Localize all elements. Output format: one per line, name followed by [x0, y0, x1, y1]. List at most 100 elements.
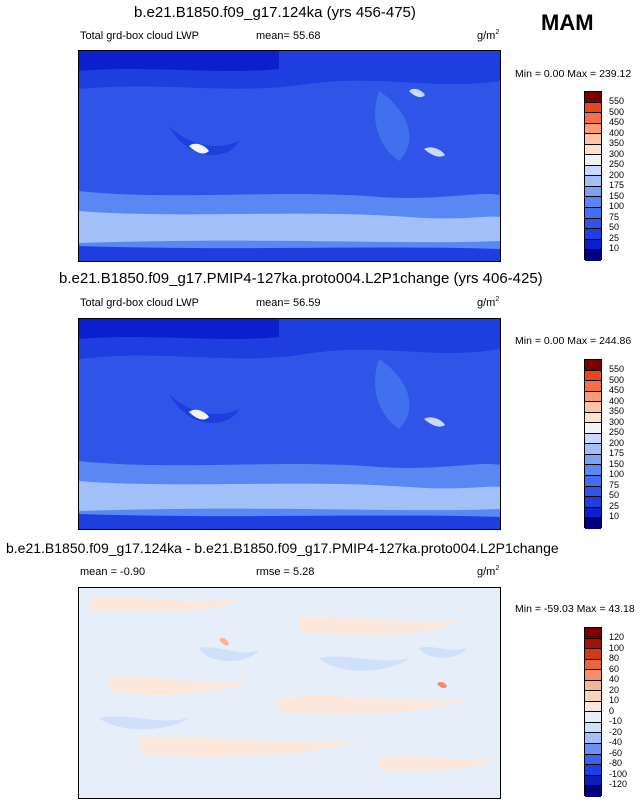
panel1-colorbar: [584, 91, 602, 261]
panel3-mean-label: mean = -0.90: [80, 566, 146, 578]
cbar-tick-label: 120: [609, 632, 625, 642]
panel1-title: b.e21.B1850.f09_g17.124ka (yrs 456-475): [134, 4, 416, 21]
cbar-swatch: [585, 144, 601, 156]
cbar-tick-label: 200: [609, 438, 625, 448]
cbar-swatch: [585, 701, 601, 713]
cbar-tick-label: -10: [609, 716, 623, 726]
cbar-tick-label: 175: [609, 448, 625, 458]
cbar-swatch: [585, 775, 601, 787]
panel1-field-label: Total grd-box cloud LWP: [80, 30, 200, 42]
panel3-units: g/m2: [477, 565, 500, 578]
cbar-tick-label: 50: [609, 490, 620, 500]
cbar-tick-label: -40: [609, 737, 623, 747]
cbar-swatch: [585, 381, 601, 392]
cbar-tick-label: -20: [609, 727, 623, 737]
panel1-units: g/m2: [477, 29, 500, 42]
cbar-tick-label: 450: [609, 385, 625, 395]
cbar-tick-label: 10: [609, 695, 620, 705]
cbar-swatch: [585, 691, 601, 702]
cbar-swatch: [585, 123, 601, 135]
cbar-swatch: [585, 92, 601, 103]
cbar-swatch: [585, 765, 601, 776]
panel2-minmax: Min = 0.00 Max = 244.86: [515, 335, 632, 347]
cbar-tick-label: 0: [609, 706, 615, 716]
panel1-mean-label: mean= 55.68: [256, 30, 321, 42]
panel1-map-field: [79, 51, 500, 261]
cbar-swatch: [585, 113, 601, 124]
cbar-tick-label: 10: [609, 511, 620, 521]
cbar-tick-label: 100: [609, 201, 625, 211]
panel3-map: [78, 587, 501, 799]
cbar-tick-label: 175: [609, 180, 625, 190]
cbar-swatch: [585, 518, 601, 529]
cbar-swatch: [585, 444, 601, 455]
cbar-tick-label: 200: [609, 170, 625, 180]
cbar-swatch: [585, 360, 601, 371]
cbar-tick-label: 25: [609, 233, 620, 243]
cbar-tick-label: 150: [609, 459, 625, 469]
cbar-tick-label: 150: [609, 191, 625, 201]
cbar-tick-label: 500: [609, 375, 625, 385]
cbar-swatch: [585, 423, 601, 434]
panel2-colorbar: [584, 359, 602, 529]
cbar-swatch: [585, 433, 601, 445]
cbar-tick-label: 75: [609, 480, 620, 490]
cbar-tick-label: 100: [609, 469, 625, 479]
cbar-swatch: [585, 486, 601, 498]
cbar-swatch: [585, 659, 601, 671]
cbar-swatch: [585, 497, 601, 508]
panel2-title: b.e21.B1850.f09_g17.PMIP4-127ka.proto004…: [59, 270, 543, 287]
cbar-tick-label: 450: [609, 117, 625, 127]
cbar-swatch: [585, 454, 601, 466]
cbar-swatch: [585, 165, 601, 177]
cbar-tick-label: 40: [609, 674, 620, 684]
cbar-swatch: [585, 239, 601, 251]
cbar-swatch: [585, 722, 601, 734]
cbar-tick-label: 500: [609, 107, 625, 117]
cbar-tick-label: 20: [609, 685, 620, 695]
cbar-swatch: [585, 744, 601, 755]
panel3-title: b.e21.B1850.f09_g17.124ka - b.e21.B1850.…: [6, 540, 559, 556]
cbar-swatch: [585, 670, 601, 681]
cbar-tick-label: 250: [609, 427, 625, 437]
panel2-mean-label: mean= 56.59: [256, 297, 321, 309]
cbar-swatch: [585, 733, 601, 745]
cbar-tick-label: -100: [609, 769, 628, 779]
cbar-swatch: [585, 391, 601, 403]
cbar-tick-label: 550: [609, 96, 625, 106]
cbar-swatch: [585, 218, 601, 230]
panel3-map-field: [79, 588, 500, 798]
cbar-swatch: [585, 186, 601, 198]
cbar-swatch: [585, 754, 601, 766]
cbar-tick-label: 350: [609, 138, 625, 148]
cbar-tick-label: -80: [609, 758, 623, 768]
cbar-swatch: [585, 250, 601, 261]
cbar-tick-label: 250: [609, 159, 625, 169]
panel2-map: [78, 318, 501, 530]
cbar-tick-label: 100: [609, 643, 625, 653]
cbar-tick-label: 75: [609, 212, 620, 222]
cbar-tick-label: 300: [609, 149, 625, 159]
cbar-tick-label: 50: [609, 222, 620, 232]
panel3-rmse-label: rmse = 5.28: [256, 566, 315, 578]
cbar-tick-label: 60: [609, 664, 620, 674]
season-label: MAM: [541, 10, 594, 35]
cbar-swatch: [585, 134, 601, 145]
panel2-map-field: [79, 319, 500, 529]
cbar-swatch: [585, 628, 601, 639]
panel3-minmax: Min = -59.03 Max = 43.18: [515, 603, 635, 615]
cbar-swatch: [585, 638, 601, 650]
cbar-tick-label: 25: [609, 501, 620, 511]
cbar-swatch: [585, 680, 601, 692]
panel2-units: g/m2: [477, 296, 500, 309]
cbar-swatch: [585, 712, 601, 723]
cbar-tick-label: 400: [609, 396, 625, 406]
cbar-tick-label: 300: [609, 417, 625, 427]
cbar-tick-label: 350: [609, 406, 625, 416]
cbar-tick-label: -60: [609, 748, 623, 758]
panel2-field-label: Total grd-box cloud LWP: [80, 297, 200, 309]
cbar-tick-label: 550: [609, 364, 625, 374]
cbar-swatch: [585, 507, 601, 519]
cbar-swatch: [585, 197, 601, 209]
cbar-tick-label: 80: [609, 653, 620, 663]
